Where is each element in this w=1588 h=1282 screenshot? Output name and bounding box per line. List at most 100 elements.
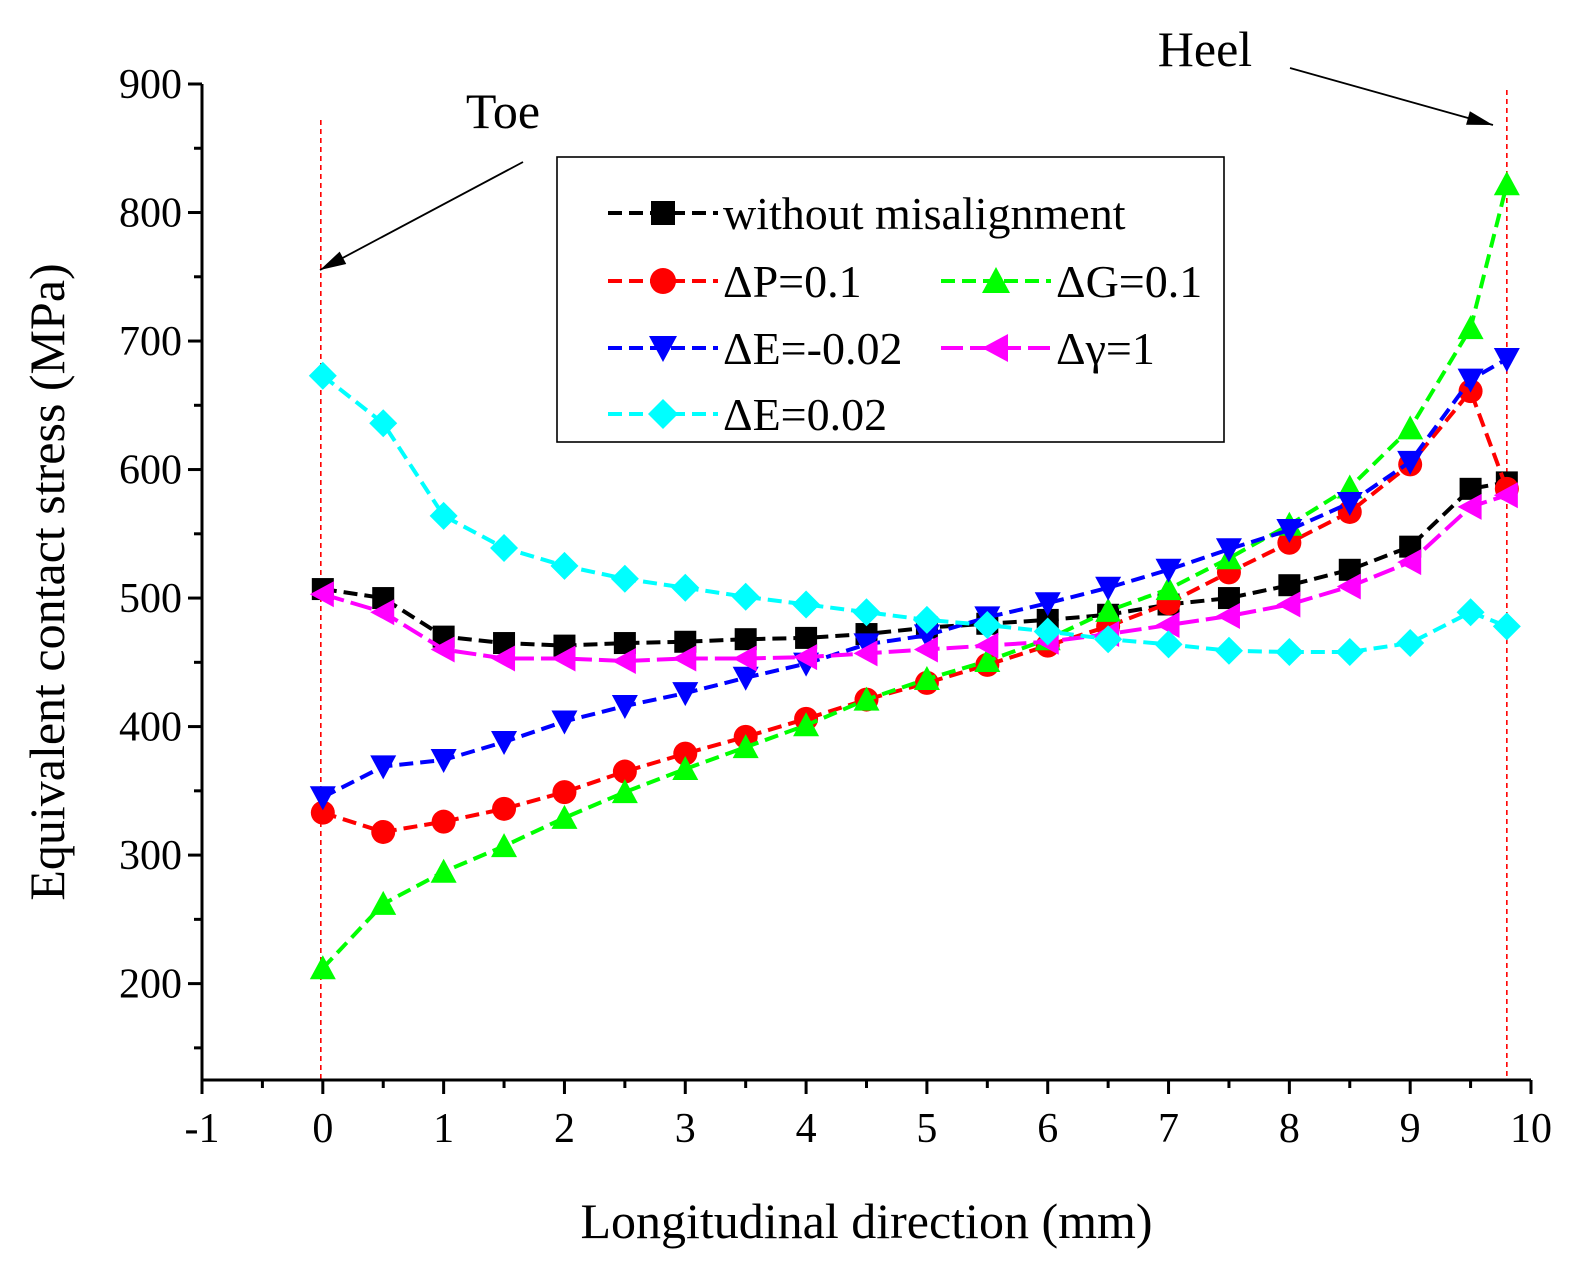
data-point <box>912 605 941 634</box>
data-point <box>309 955 336 980</box>
data-point <box>1278 574 1301 597</box>
x-tick-label: 2 <box>554 1106 575 1152</box>
data-point <box>795 626 818 649</box>
x-tick-label: 1 <box>433 1106 454 1152</box>
data-point <box>611 648 636 675</box>
data-point <box>671 573 700 602</box>
x-tick-label: 8 <box>1279 1106 1300 1152</box>
series-2 <box>309 171 1520 980</box>
data-point <box>310 800 335 825</box>
data-point <box>550 551 579 580</box>
data-point <box>491 645 516 672</box>
legend-marker <box>982 334 1008 362</box>
data-point <box>490 533 519 562</box>
series-4 <box>309 482 1518 675</box>
data-point <box>1397 549 1422 576</box>
legend-item-4: Δγ=1 <box>941 323 1155 374</box>
data-point <box>974 648 1001 673</box>
data-point <box>492 796 517 821</box>
toe-annotation: Toe <box>466 83 540 139</box>
legend-label: ΔE=0.02 <box>723 389 887 440</box>
y-axis-label: Equivalent contact stress (MPa) <box>19 263 75 900</box>
legend: without misalignment ΔP=0.1 ΔG=0.1 ΔE=-0.02… <box>556 156 1225 443</box>
data-point <box>309 786 336 811</box>
data-point <box>793 712 820 737</box>
legend-item-3: ΔE=-0.02 <box>608 323 902 374</box>
legend-marker <box>649 336 677 362</box>
data-point <box>309 581 334 608</box>
data-point <box>1336 491 1363 516</box>
data-point <box>1493 348 1520 373</box>
heel-annotation: Heel <box>1158 21 1252 77</box>
legend-item-5: ΔE=0.02 <box>608 389 887 440</box>
data-point <box>853 686 880 711</box>
legend-marker <box>651 201 675 225</box>
y-tick-label: 800 <box>119 191 182 237</box>
data-point <box>1215 538 1242 563</box>
x-tick-label: 6 <box>1037 1106 1058 1152</box>
data-point <box>1397 450 1424 475</box>
data-point <box>853 640 878 667</box>
data-point <box>430 636 455 663</box>
data-point <box>371 819 396 844</box>
data-point <box>732 734 759 759</box>
data-point <box>913 636 938 663</box>
data-point <box>1217 587 1240 610</box>
y-tick-label: 600 <box>119 448 182 494</box>
data-point <box>1276 591 1301 618</box>
data-point <box>1457 368 1484 393</box>
data-point <box>1335 638 1364 667</box>
data-point <box>1457 315 1484 340</box>
data-point <box>1034 592 1061 617</box>
legend-marker <box>648 399 678 429</box>
data-point <box>732 666 759 691</box>
data-point <box>552 780 577 805</box>
toe-arrow <box>319 161 524 271</box>
data-point <box>1095 597 1122 622</box>
data-point <box>491 731 518 756</box>
axes: 200 300 400 500 600 700 800 900 -1 0 1 2 3 4 5 6 7 8 9 10 Lo… <box>19 62 1552 1249</box>
x-tick-label: 3 <box>675 1106 696 1152</box>
data-point <box>1338 558 1361 581</box>
x-tick-label: 4 <box>796 1106 817 1152</box>
data-point <box>1155 612 1180 639</box>
data-point <box>792 590 821 619</box>
x-tick-label: 9 <box>1400 1106 1421 1152</box>
series-group <box>308 171 1521 980</box>
data-point <box>973 611 1002 640</box>
arrow-shaft <box>1289 67 1494 126</box>
data-point <box>853 633 880 658</box>
arrow-shaft <box>319 161 524 271</box>
data-point <box>734 628 757 651</box>
legend-item-0: without misalignment <box>608 188 1126 239</box>
data-point <box>611 779 638 804</box>
data-point <box>308 361 337 390</box>
data-point <box>1154 630 1183 659</box>
data-point <box>852 598 881 627</box>
data-point <box>551 645 576 672</box>
data-point <box>674 630 697 653</box>
data-point <box>913 624 940 649</box>
data-point <box>611 695 638 720</box>
data-point <box>430 748 457 773</box>
data-point <box>731 582 760 611</box>
legend-label: without misalignment <box>723 188 1126 239</box>
data-point <box>1276 518 1303 543</box>
series-1 <box>310 379 1519 844</box>
legend-marker <box>982 267 1010 293</box>
legend-label: ΔE=-0.02 <box>723 323 902 374</box>
y-tick-label: 200 <box>119 962 182 1008</box>
legend-item-2: ΔG=0.1 <box>941 256 1202 307</box>
arrow-head <box>1466 111 1493 125</box>
annotations: Toe Heel <box>319 21 1494 271</box>
data-point <box>370 755 397 780</box>
data-point <box>491 833 518 858</box>
x-axis-label: Longitudinal direction (mm) <box>580 1193 1152 1249</box>
legend-marker <box>650 268 676 294</box>
series-line <box>321 357 1508 800</box>
legend-item-1: ΔP=0.1 <box>608 256 862 307</box>
x-tick-label: 0 <box>312 1106 333 1152</box>
x-tick-label: 10 <box>1510 1106 1552 1152</box>
data-point <box>913 666 940 691</box>
